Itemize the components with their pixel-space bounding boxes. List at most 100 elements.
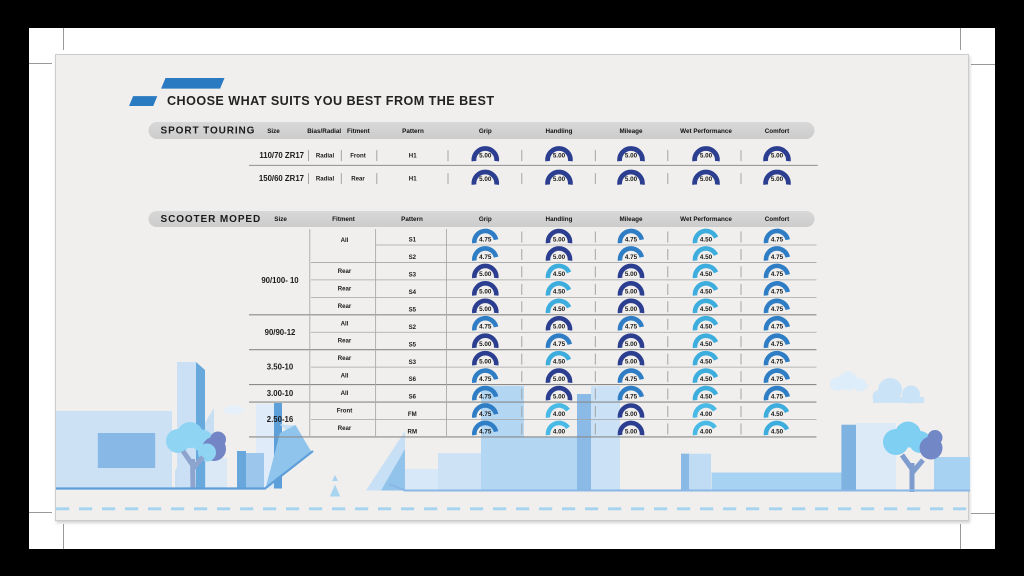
svg-text:5.00: 5.00: [700, 176, 713, 183]
svg-text:4.75: 4.75: [771, 306, 784, 313]
svg-text:4.75: 4.75: [625, 324, 638, 331]
svg-text:Handling: Handling: [546, 128, 573, 135]
svg-text:150/60 ZR17: 150/60 ZR17: [259, 174, 304, 183]
svg-text:Rear: Rear: [338, 355, 352, 362]
svg-text:Front: Front: [337, 408, 353, 415]
svg-text:S1: S1: [409, 237, 417, 244]
svg-text:H1: H1: [409, 153, 417, 160]
svg-text:CHOOSE WHAT SUITS YOU BEST FRO: CHOOSE WHAT SUITS YOU BEST FROM THE BEST: [167, 94, 495, 108]
svg-text:S6: S6: [409, 376, 417, 383]
svg-text:5.00: 5.00: [553, 236, 566, 243]
svg-text:Bias/Radial: Bias/Radial: [307, 128, 341, 135]
svg-text:Grip: Grip: [479, 216, 492, 223]
svg-text:4.75: 4.75: [479, 428, 492, 435]
svg-text:Size: Size: [274, 216, 287, 223]
svg-text:Fitment: Fitment: [332, 216, 356, 223]
svg-text:4.50: 4.50: [553, 306, 566, 313]
svg-text:All: All: [341, 390, 349, 397]
svg-text:Rear: Rear: [338, 425, 352, 432]
svg-text:4.75: 4.75: [771, 254, 784, 261]
svg-text:4.50: 4.50: [700, 271, 713, 278]
svg-text:5.00: 5.00: [700, 152, 713, 159]
svg-text:5.00: 5.00: [625, 152, 638, 159]
svg-text:5.00: 5.00: [553, 152, 566, 159]
svg-text:Pattern: Pattern: [401, 216, 423, 223]
svg-text:SPORT TOURING: SPORT TOURING: [161, 126, 256, 137]
svg-text:4.00: 4.00: [553, 411, 566, 418]
svg-text:4.75: 4.75: [625, 393, 638, 400]
svg-text:Comfort: Comfort: [765, 216, 790, 223]
svg-text:4.50: 4.50: [700, 324, 713, 331]
svg-text:SCOOTER MOPED: SCOOTER MOPED: [161, 214, 262, 225]
svg-text:5.00: 5.00: [479, 289, 492, 296]
svg-text:Mileage: Mileage: [619, 128, 643, 135]
svg-text:4.50: 4.50: [700, 358, 713, 365]
svg-text:5.00: 5.00: [553, 376, 566, 383]
svg-text:5.00: 5.00: [553, 324, 566, 331]
svg-text:5.00: 5.00: [625, 428, 638, 435]
svg-text:4.50: 4.50: [553, 271, 566, 278]
svg-text:4.75: 4.75: [479, 236, 492, 243]
svg-text:4.75: 4.75: [771, 393, 784, 400]
svg-text:5.00: 5.00: [553, 393, 566, 400]
svg-text:5.00: 5.00: [625, 358, 638, 365]
svg-text:Pattern: Pattern: [402, 128, 424, 135]
svg-text:4.50: 4.50: [700, 393, 713, 400]
svg-text:4.75: 4.75: [625, 254, 638, 261]
svg-text:S5: S5: [409, 306, 417, 313]
svg-text:3.50-10: 3.50-10: [267, 363, 294, 372]
svg-text:5.00: 5.00: [625, 289, 638, 296]
svg-text:Rear: Rear: [351, 176, 365, 183]
svg-text:4.75: 4.75: [479, 376, 492, 383]
svg-text:Rear: Rear: [338, 285, 352, 292]
svg-text:All: All: [341, 237, 349, 244]
svg-text:5.00: 5.00: [479, 341, 492, 348]
svg-text:All: All: [341, 320, 349, 327]
svg-text:4.75: 4.75: [771, 341, 784, 348]
svg-text:4.75: 4.75: [771, 358, 784, 365]
svg-text:Rear: Rear: [338, 268, 352, 275]
svg-text:4.50: 4.50: [700, 289, 713, 296]
svg-text:Handling: Handling: [546, 216, 573, 223]
svg-text:Size: Size: [267, 128, 280, 135]
svg-text:Fitment: Fitment: [347, 128, 371, 135]
svg-text:5.00: 5.00: [625, 271, 638, 278]
svg-text:5.00: 5.00: [553, 176, 566, 183]
svg-text:5.00: 5.00: [771, 152, 784, 159]
svg-text:Front: Front: [350, 153, 366, 160]
svg-text:5.00: 5.00: [625, 176, 638, 183]
svg-text:4.75: 4.75: [771, 324, 784, 331]
svg-text:5.00: 5.00: [479, 358, 492, 365]
svg-text:5.00: 5.00: [553, 254, 566, 261]
svg-text:All: All: [341, 373, 349, 380]
svg-text:4.50: 4.50: [700, 341, 713, 348]
svg-text:FM: FM: [408, 411, 417, 418]
svg-text:4.00: 4.00: [700, 428, 713, 435]
svg-text:4.00: 4.00: [700, 411, 713, 418]
svg-text:5.00: 5.00: [771, 176, 784, 183]
svg-text:S2: S2: [409, 254, 417, 261]
svg-text:90/90-12: 90/90-12: [265, 328, 296, 337]
svg-text:S2: S2: [409, 324, 417, 331]
svg-text:4.50: 4.50: [700, 376, 713, 383]
svg-text:4.75: 4.75: [479, 324, 492, 331]
svg-text:Wet Performance: Wet Performance: [680, 216, 732, 223]
svg-text:4.50: 4.50: [553, 289, 566, 296]
svg-text:Mileage: Mileage: [619, 216, 643, 223]
svg-text:S6: S6: [409, 394, 417, 401]
svg-text:4.50: 4.50: [700, 306, 713, 313]
svg-text:4.50: 4.50: [700, 254, 713, 261]
svg-text:H1: H1: [409, 176, 417, 183]
svg-text:S4: S4: [409, 289, 417, 296]
svg-text:5.00: 5.00: [625, 411, 638, 418]
svg-text:4.75: 4.75: [771, 236, 784, 243]
svg-text:Rear: Rear: [338, 338, 352, 345]
svg-text:S5: S5: [409, 341, 417, 348]
svg-text:90/100- 10: 90/100- 10: [261, 276, 299, 285]
svg-text:Comfort: Comfort: [765, 128, 790, 135]
svg-text:110/70 ZR17: 110/70 ZR17: [259, 151, 304, 160]
svg-text:4.75: 4.75: [625, 236, 638, 243]
svg-text:4.75: 4.75: [771, 271, 784, 278]
svg-text:4.75: 4.75: [479, 254, 492, 261]
svg-text:S3: S3: [409, 272, 417, 279]
